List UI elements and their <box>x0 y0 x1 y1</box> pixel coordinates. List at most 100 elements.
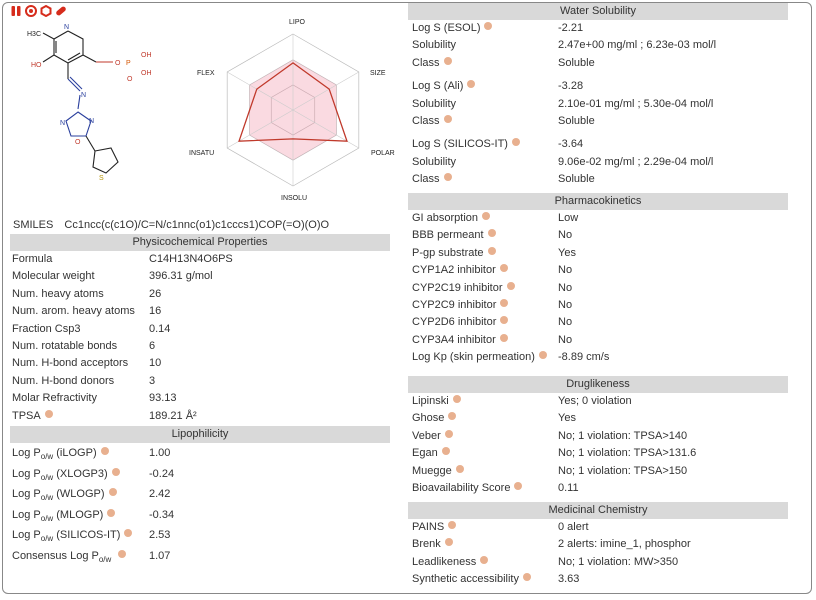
property-name: Muegge <box>412 463 464 480</box>
info-icon[interactable] <box>514 481 523 490</box>
right-column: Water Solubility Log S (ESOL) -2.21 Solubi… <box>408 3 793 593</box>
atom-label: N <box>81 92 86 99</box>
radar-label-size: SIZE <box>370 70 386 77</box>
property-value: No <box>558 316 573 329</box>
info-icon[interactable] <box>487 246 496 255</box>
property-value: 3 <box>149 374 156 387</box>
property-row: Fraction Csp3 0.14 <box>10 321 390 338</box>
property-value: No; 1 violation: TPSA>150 <box>558 464 688 477</box>
property-row: CYP2D6 inhibitor No <box>408 314 788 331</box>
property-name: BBB permeant <box>412 227 496 244</box>
water-solubility-header: Water Solubility <box>408 3 788 20</box>
info-icon[interactable] <box>523 573 531 582</box>
info-icon[interactable] <box>448 521 457 529</box>
target-icon <box>25 5 37 17</box>
info-icon[interactable] <box>452 395 461 403</box>
property-value: 2.42 <box>149 488 171 500</box>
info-icon[interactable] <box>511 138 520 147</box>
water-solubility-section: Water Solubility Log S (ESOL) -2.21 Solubi… <box>408 3 788 189</box>
info-icon[interactable] <box>443 173 452 182</box>
molecule-structure: H3C N HO O P OH OH O N N N O S <box>27 24 152 182</box>
property-value: 26 <box>149 287 162 300</box>
property-name: Synthetic accessibility <box>412 571 531 588</box>
info-icon[interactable] <box>500 316 509 325</box>
property-name: Molecular weight <box>12 270 95 283</box>
info-icon[interactable] <box>484 22 493 30</box>
info-icon[interactable] <box>480 555 489 564</box>
info-icon[interactable] <box>499 264 508 273</box>
atom-label: OH <box>141 70 152 77</box>
atom-label: N <box>89 118 94 125</box>
property-row: CYP1A2 inhibitor No <box>408 262 788 279</box>
property-value: 1.00 <box>149 447 171 459</box>
property-name: CYP3A4 inhibitor <box>412 332 508 349</box>
property-name: Log S (Ali) <box>412 78 476 95</box>
property-row: Bioavailability Score 0.11 <box>408 480 788 497</box>
property-row: Molecular weight 396.31 g/mol <box>10 268 390 285</box>
radar-series <box>238 62 348 142</box>
info-icon[interactable] <box>444 538 453 547</box>
property-name: Solubility <box>412 97 457 110</box>
info-icon[interactable] <box>108 488 117 496</box>
info-icon[interactable] <box>500 298 509 307</box>
radar-label-lipo: LIPO <box>289 19 305 26</box>
info-icon[interactable] <box>443 114 452 123</box>
atom-label: OH <box>141 52 152 59</box>
property-value: -8.89 cm/s <box>558 351 610 364</box>
property-value: 189.21 Å² <box>149 409 197 422</box>
radar-label-insatu: INSATU <box>189 150 215 157</box>
property-value: 2.10e-01 mg/ml ; 5.30e-04 mol/l <box>558 97 714 110</box>
info-icon[interactable] <box>441 447 450 456</box>
info-icon[interactable] <box>124 529 133 537</box>
property-row: Solubility 2.47e+00 mg/ml ; 6.23e-03 mol/… <box>408 37 788 54</box>
info-icon[interactable] <box>444 429 453 438</box>
info-icon[interactable] <box>107 508 116 517</box>
info-icon[interactable] <box>111 467 120 476</box>
info-icon[interactable] <box>100 447 109 455</box>
property-row: Log Po/w (MLOGP) -0.34 <box>10 505 390 526</box>
info-icon[interactable] <box>448 412 457 421</box>
property-value: 6 <box>149 339 156 352</box>
physchem-header: Physicochemical Properties <box>10 234 390 251</box>
property-row: Formula C14H13N4O6PS <box>10 251 390 268</box>
info-icon[interactable] <box>487 229 496 238</box>
info-icon[interactable] <box>467 80 476 89</box>
property-name: GI absorption <box>412 210 491 227</box>
property-name: TPSA <box>12 408 53 425</box>
property-row: Log Po/w (WLOGP) 2.42 <box>10 484 390 505</box>
results-panel: H3C N HO O P OH OH O N N N O S LIPO SIZE… <box>2 2 812 594</box>
info-icon[interactable] <box>538 351 547 360</box>
radar-label-insolu: INSOLU <box>281 195 308 202</box>
physchem-section: Physicochemical Properties Formula C14H13… <box>10 234 390 425</box>
property-name: Num. H-bond donors <box>12 374 115 387</box>
left-column: H3C N HO O P OH OH O N N N O S LIPO SIZE… <box>3 3 398 593</box>
info-icon[interactable] <box>499 333 508 342</box>
property-value: -3.28 <box>558 80 584 93</box>
property-value: 9.06e-02 mg/ml ; 2.29e-04 mol/l <box>558 155 714 168</box>
property-value: Yes; 0 violation <box>558 395 632 407</box>
property-name: Lipinski <box>412 393 461 410</box>
property-value: 2.53 <box>149 529 171 541</box>
property-name: Molar Refractivity <box>12 392 97 405</box>
atom-label: HO <box>31 62 42 69</box>
property-row: Num. H-bond donors 3 <box>10 373 390 390</box>
smiles-label: SMILES <box>13 219 54 231</box>
property-name: Num. H-bond acceptors <box>12 357 129 370</box>
property-value: Yes <box>558 246 576 259</box>
property-row: Class Soluble <box>408 113 788 130</box>
info-icon[interactable] <box>455 464 464 473</box>
info-icon[interactable] <box>118 549 127 558</box>
info-icon[interactable] <box>506 281 515 290</box>
property-name: P-gp substrate <box>412 245 496 262</box>
info-icon[interactable] <box>443 56 452 65</box>
property-value: No; 1 violation: TPSA>131.6 <box>558 447 697 460</box>
property-row: Log Po/w (XLOGP3) -0.24 <box>10 464 390 485</box>
info-icon[interactable] <box>482 212 491 220</box>
atom-label: O <box>115 60 121 67</box>
property-row: Consensus Log Po/w 1.07 <box>10 546 390 567</box>
info-icon[interactable] <box>44 409 53 418</box>
medchem-section: Medicinal Chemistry PAINS 0 alert Brenk 2 a… <box>408 502 788 589</box>
atom-label: O <box>75 139 81 146</box>
property-value: 0.14 <box>149 322 171 335</box>
property-row: Log Kp (skin permeation) -8.89 cm/s <box>408 349 788 366</box>
